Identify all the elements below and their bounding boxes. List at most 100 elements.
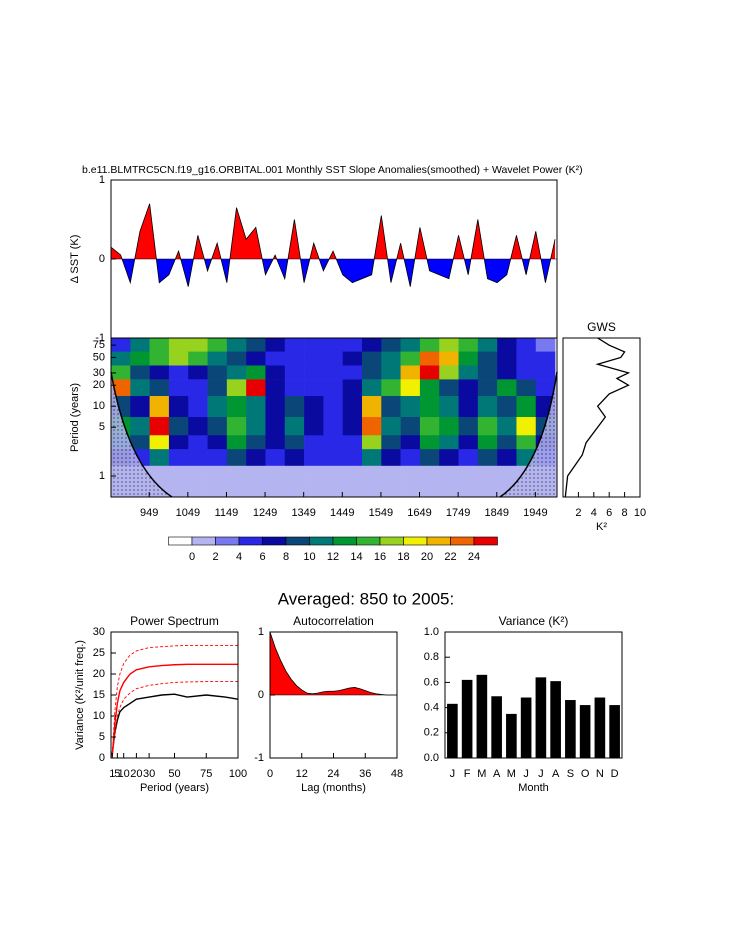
wavelet-cell [130, 365, 150, 380]
wavelet-cell [284, 465, 305, 497]
wavelet-cell [342, 416, 363, 436]
x-tick-label: 1049 [176, 507, 200, 519]
x-tick-label: 48 [391, 768, 403, 780]
colorbar-box [473, 536, 498, 546]
area-positive [270, 632, 397, 695]
wavelet-cell [439, 379, 459, 397]
wavelet-cell [130, 351, 150, 366]
wavelet-cell [284, 416, 305, 436]
wavelet-cell [188, 416, 208, 436]
x-tick-label: 10 [118, 768, 130, 780]
wavelet-cell [246, 338, 266, 352]
x-tick-label: 1249 [253, 507, 277, 519]
wavelet-cell [265, 365, 286, 380]
wavelet-cell [419, 465, 440, 497]
wavelet-cell [323, 434, 343, 450]
wavelet-cell [381, 395, 401, 418]
y-tick-label: -1 [95, 332, 105, 344]
x-tick-label: 5 [114, 768, 120, 780]
wavelet-cell [149, 351, 170, 366]
wavelet-cell [342, 448, 363, 466]
x-axis-label: K² [596, 521, 607, 533]
wavelet-cell [458, 465, 479, 497]
x-tick-label: F [464, 768, 471, 780]
plot-area [111, 644, 238, 757]
wavelet-cell [207, 365, 228, 380]
wavelet-cell [168, 395, 189, 418]
wavelet-cell [246, 416, 266, 436]
wavelet-cell [304, 434, 324, 450]
wavelet-cell [168, 351, 189, 366]
area-line [111, 203, 556, 287]
x-tick-label: N [596, 768, 604, 780]
wavelet-cell [342, 465, 363, 497]
wavelet-cell [284, 351, 305, 366]
y-tick-label: 10 [93, 710, 105, 722]
x-tick-label: 1649 [407, 507, 431, 519]
wavelet-cell [226, 351, 247, 366]
wavelet-cell [381, 465, 401, 497]
gws-line [564, 338, 631, 497]
wavelet-cell [246, 379, 266, 397]
spectrum-line [111, 663, 238, 756]
wavelet-cell [265, 351, 286, 366]
y-tick-label: 5 [99, 731, 105, 743]
wavelet-cell [381, 338, 401, 352]
wavelet-cell [477, 434, 498, 450]
bar [579, 705, 591, 758]
x-tick-label: D [611, 768, 619, 780]
wavelet-cell [149, 434, 170, 450]
wavelet-cell [168, 338, 189, 352]
chart-title: GWS [587, 320, 616, 334]
wavelet-cell [419, 416, 440, 436]
wavelet-cell [130, 416, 150, 436]
wavelet-cell [439, 338, 459, 352]
x-tick-label: 0 [267, 768, 273, 780]
wavelet-cell [304, 448, 324, 466]
wavelet-cell [168, 465, 189, 497]
wavelet-cell [342, 434, 363, 450]
colorbar-label: 20 [421, 551, 433, 563]
wavelet-cell [458, 338, 479, 352]
wavelet-cell [111, 379, 131, 397]
colorbar-box [332, 536, 357, 546]
x-tick-label: 75 [200, 768, 212, 780]
wavelet-cell [265, 448, 286, 466]
colorbar-box [426, 536, 451, 546]
wavelet-cell [439, 434, 459, 450]
x-axis-label: Lag (months) [301, 782, 366, 794]
x-tick-label: A [493, 768, 501, 780]
wavelet-cell [535, 379, 556, 397]
area-negative [111, 259, 556, 287]
y-tick-label: 10 [93, 400, 105, 412]
wavelet-cell [226, 395, 247, 418]
x-tick-label: S [567, 768, 574, 780]
wavelet-cell [304, 465, 324, 497]
wavelet-cell [439, 448, 459, 466]
y-tick-label: 0.8 [424, 651, 439, 663]
wavelet-cell [400, 395, 421, 418]
y-tick-label: 0.4 [424, 702, 439, 714]
wavelet-cell [323, 365, 343, 380]
y-tick-label: 20 [93, 668, 105, 680]
wavelet-cell [149, 395, 170, 418]
coi-left [111, 372, 172, 497]
wavelet-cell [207, 395, 228, 418]
colorbar-label: 10 [303, 551, 315, 563]
y-tick-label: 20 [93, 379, 105, 391]
colorbar-box [285, 536, 310, 546]
spectrum-line [111, 681, 238, 757]
wavelet-cell [419, 434, 440, 450]
y-tick-label: 75 [93, 339, 105, 351]
wavelet-cell [168, 379, 189, 397]
wavelet-cell [188, 379, 208, 397]
colorbar-label: 14 [350, 551, 362, 563]
wavelet-cell [497, 448, 517, 466]
colorbar-label: 6 [259, 551, 265, 563]
bar [535, 677, 547, 758]
x-tick-label: O [581, 768, 590, 780]
wavelet-cell [284, 448, 305, 466]
wavelet-cell [130, 434, 150, 450]
wavelet-cell [168, 448, 189, 466]
plot-area [111, 338, 556, 497]
